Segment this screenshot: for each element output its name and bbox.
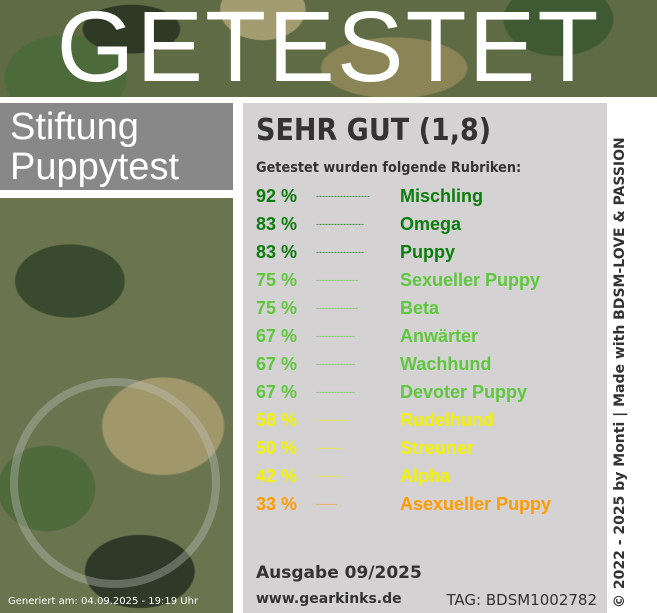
- copyright: © 2022 - 2025 by Monti | Made with BDSM-…: [612, 137, 628, 608]
- result-percent: 33 %: [256, 493, 298, 514]
- tag: TAG: BDSM1002782: [446, 591, 597, 609]
- banner: GETESTET: [0, 0, 657, 97]
- result-dots: ----------------: [316, 247, 364, 257]
- brand-box: Stiftung Puppytest: [0, 103, 233, 190]
- issue: Ausgabe 09/2025: [256, 563, 422, 583]
- result-row: 50 % --------- Streuner: [256, 434, 594, 462]
- result-name: Mischling: [400, 185, 484, 206]
- result-name: Puppy: [400, 241, 456, 262]
- result-percent: 67 %: [256, 325, 298, 346]
- result-row: 67 % ------------- Anwärter: [256, 322, 594, 350]
- grade: SEHR GUT (1,8): [256, 113, 492, 148]
- result-dots: --------------: [316, 275, 358, 285]
- result-name: Rudelhund: [400, 409, 494, 430]
- result-row: 42 % --------- Alpha: [256, 462, 594, 490]
- result-name: Asexueller Puppy: [400, 493, 552, 514]
- result-row: 33 % ------- Asexueller Puppy: [256, 490, 594, 518]
- result-name: Devoter Puppy: [400, 381, 528, 402]
- result-percent: 75 %: [256, 269, 298, 290]
- result-name: Alpha: [400, 465, 451, 486]
- result-dots: --------------: [316, 303, 358, 313]
- banner-title: GETESTET: [56, 0, 601, 97]
- result-row: 75 % -------------- Beta: [256, 294, 594, 322]
- result-row: 92 % ------------------ Mischling: [256, 182, 594, 210]
- result-percent: 83 %: [256, 241, 298, 262]
- result-dots: ---------: [316, 443, 343, 453]
- result-dots: -----------: [316, 415, 349, 425]
- result-dots: -------------: [316, 359, 355, 369]
- generated-date: Generiert am: 04.09.2025 - 19:19 Uhr: [8, 596, 199, 607]
- wolf-logo-icon: [10, 378, 220, 588]
- result-name: Anwärter: [400, 325, 479, 346]
- result-percent: 83 %: [256, 213, 298, 234]
- result-percent: 58 %: [256, 409, 298, 430]
- result-percent: 75 %: [256, 297, 298, 318]
- result-dots: -------------: [316, 387, 355, 397]
- result-panel: SEHR GUT (1,8) Getestet wurden folgende …: [243, 103, 607, 613]
- result-row: 67 % ------------- Wachhund: [256, 350, 594, 378]
- result-dots: -------------: [316, 331, 355, 341]
- result-percent: 50 %: [256, 437, 298, 458]
- results-list: 92 % ------------------ Mischling 83 % -----…: [256, 182, 594, 518]
- result-name: Sexueller Puppy: [400, 269, 541, 290]
- result-name: Omega: [400, 213, 462, 234]
- result-percent: 67 %: [256, 381, 298, 402]
- result-name: Wachhund: [400, 353, 492, 374]
- result-percent: 92 %: [256, 185, 298, 206]
- result-row: 83 % ---------------- Puppy: [256, 238, 594, 266]
- result-dots: ---------: [316, 471, 343, 481]
- result-percent: 67 %: [256, 353, 298, 374]
- result-dots: ----------------: [316, 219, 364, 229]
- camo-panel: Generiert am: 04.09.2025 - 19:19 Uhr: [0, 198, 233, 613]
- subtitle: Getestet wurden folgende Rubriken:: [256, 160, 522, 176]
- brand-line1: Stiftung: [10, 106, 139, 148]
- result-row: 67 % ------------- Devoter Puppy: [256, 378, 594, 406]
- result-row: 58 % ----------- Rudelhund: [256, 406, 594, 434]
- result-name: Beta: [400, 297, 440, 318]
- result-percent: 42 %: [256, 465, 298, 486]
- brand-line2: Puppytest: [10, 146, 179, 188]
- result-row: 83 % ---------------- Omega: [256, 210, 594, 238]
- website-link[interactable]: www.gearkinks.de: [256, 591, 402, 607]
- result-row: 75 % -------------- Sexueller Puppy: [256, 266, 594, 294]
- result-dots: -------: [316, 499, 337, 509]
- result-dots: ------------------: [316, 191, 370, 201]
- result-name: Streuner: [400, 437, 475, 458]
